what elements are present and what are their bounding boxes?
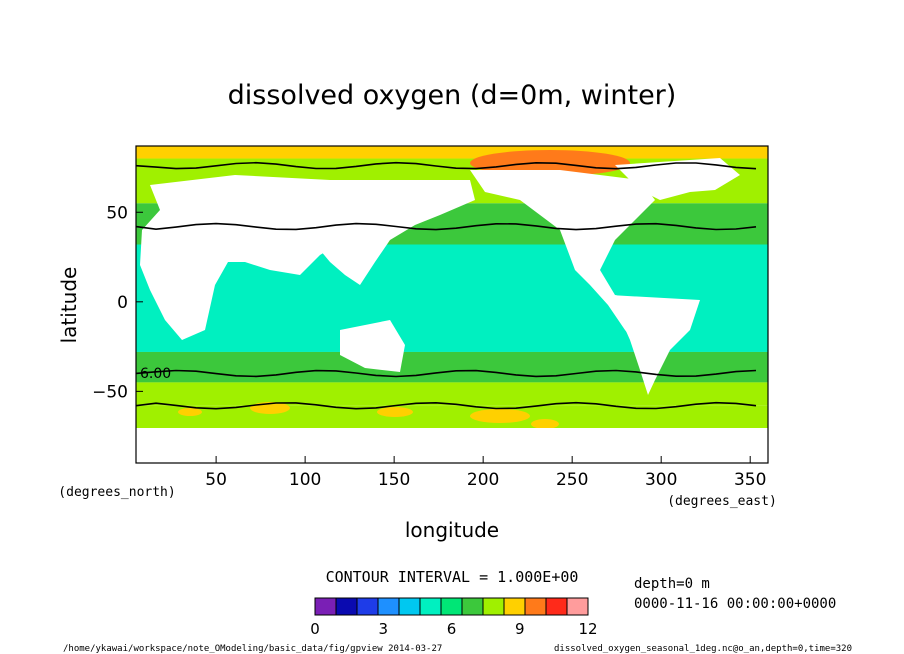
- chart-title: dissolved oxygen (d=0m, winter): [228, 80, 677, 111]
- x-tick-label: 50: [205, 470, 227, 490]
- colorbar-tick-label: 0: [310, 620, 320, 638]
- oxygen-highs: [178, 150, 630, 429]
- contour-line: [135, 401, 757, 410]
- colorbar-swatch: [419, 597, 442, 616]
- colorbar-swatch: [524, 597, 547, 616]
- colorbar-swatch: [356, 597, 379, 616]
- southern-ocean-patch: [531, 419, 559, 429]
- colorbar-swatch: [398, 597, 421, 616]
- x-axis-label: longitude: [405, 518, 499, 542]
- y-axis-ticks: 50 0 −50: [92, 203, 143, 402]
- contour-interval: CONTOUR INTERVAL = 1.000E+00: [326, 568, 579, 586]
- y-axis-label: latitude: [57, 267, 81, 344]
- plot-area: 6.00: [135, 145, 769, 464]
- time-info: 0000-11-16 00:00:00+0000: [634, 596, 836, 612]
- land-greenland: [615, 158, 740, 200]
- x-tick-label: 300: [645, 470, 677, 490]
- x-tick-label: 100: [289, 470, 321, 490]
- contour-line: [135, 161, 757, 170]
- contour-line: [135, 369, 757, 378]
- plot-frame: [135, 145, 769, 464]
- colorbar-swatch: [566, 597, 589, 616]
- land-asia: [320, 180, 475, 285]
- colorbar-tick-label: 12: [578, 620, 597, 638]
- colorbar-swatch: [482, 597, 505, 616]
- landmasses: [136, 158, 768, 463]
- land-americas-north: [470, 170, 660, 355]
- colorbar-swatch: [440, 597, 463, 616]
- contour-line: [135, 222, 757, 231]
- southern-ocean-patch: [178, 408, 202, 416]
- colorbar-tick-label: 3: [378, 620, 388, 638]
- oxygen-band: [136, 382, 768, 406]
- x-axis-unit: (degrees_east): [667, 494, 777, 509]
- colorbar-swatch: [503, 597, 526, 616]
- colorbar: [314, 597, 589, 616]
- x-tick-label: 150: [378, 470, 410, 490]
- x-tick-label: 200: [467, 470, 499, 490]
- y-tick-label: 0: [117, 293, 128, 313]
- colorbar-tick-labels: 0 3 6 9 12: [310, 620, 597, 638]
- land-south-america: [610, 295, 700, 395]
- colorbar-swatch: [314, 597, 337, 616]
- y-axis-unit: (degrees_north): [58, 485, 175, 500]
- colorbar-swatch: [461, 597, 484, 616]
- contour-lines: [135, 161, 757, 410]
- southern-ocean-patch: [470, 409, 530, 423]
- oxygen-band: [136, 146, 768, 159]
- land-australia: [340, 320, 405, 372]
- footer-file: dissolved_oxygen_seasonal_1deg.nc@o_an,d…: [554, 644, 852, 654]
- x-tick-label: 350: [734, 470, 766, 490]
- colorbar-swatch: [335, 597, 358, 616]
- x-axis-ticks: 50 100 150 200 250 300 350: [205, 456, 766, 490]
- depth-info: depth=0 m: [634, 576, 710, 592]
- contour-label: 6.00: [140, 366, 171, 382]
- southern-ocean-patch: [377, 407, 413, 417]
- y-tick-label: −50: [92, 382, 128, 402]
- colorbar-tick-label: 6: [447, 620, 457, 638]
- x-tick-label: 250: [556, 470, 588, 490]
- colorbar-swatch: [545, 597, 568, 616]
- y-tick-label: 50: [106, 203, 128, 223]
- land-africa-eurasia-west: [140, 175, 360, 340]
- colorbar-tick-label: 9: [515, 620, 525, 638]
- oxygen-band: [136, 351, 768, 383]
- colorbar-swatch: [377, 597, 400, 616]
- footer-path: /home/ykawai/workspace/note_OModeling/ba…: [63, 644, 442, 654]
- land-antarctica: [136, 428, 768, 463]
